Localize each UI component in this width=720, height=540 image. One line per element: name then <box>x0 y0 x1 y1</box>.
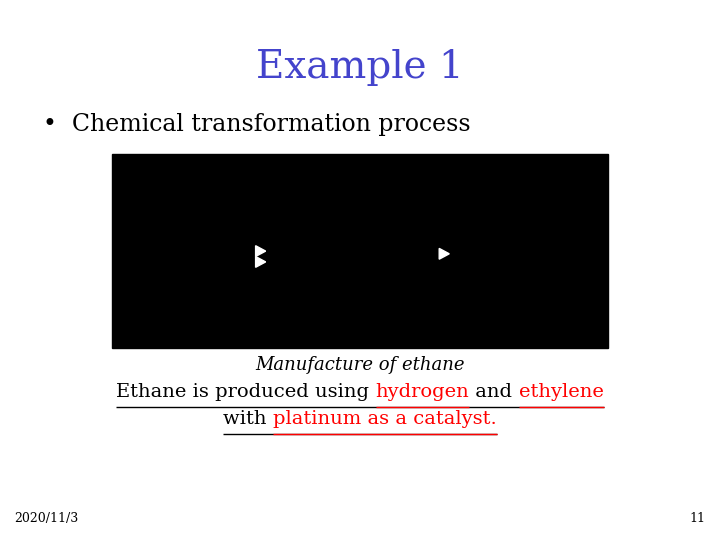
Text: with: with <box>223 410 273 428</box>
Text: and: and <box>469 383 518 401</box>
Text: hydrogen: hydrogen <box>376 383 469 401</box>
Text: 11: 11 <box>690 512 706 525</box>
Bar <box>112 154 608 348</box>
Text: platinum as a catalyst.: platinum as a catalyst. <box>273 410 497 428</box>
Polygon shape <box>256 246 266 256</box>
Text: Ethane is produced using: Ethane is produced using <box>117 383 376 401</box>
Polygon shape <box>439 248 449 259</box>
Polygon shape <box>256 256 266 267</box>
Text: 2020/11/3: 2020/11/3 <box>14 512 78 525</box>
Text: Example 1: Example 1 <box>256 49 464 86</box>
Text: Manufacture of ethane: Manufacture of ethane <box>256 355 464 374</box>
Text: ethylene: ethylene <box>518 383 603 401</box>
Text: •  Chemical transformation process: • Chemical transformation process <box>43 113 471 136</box>
